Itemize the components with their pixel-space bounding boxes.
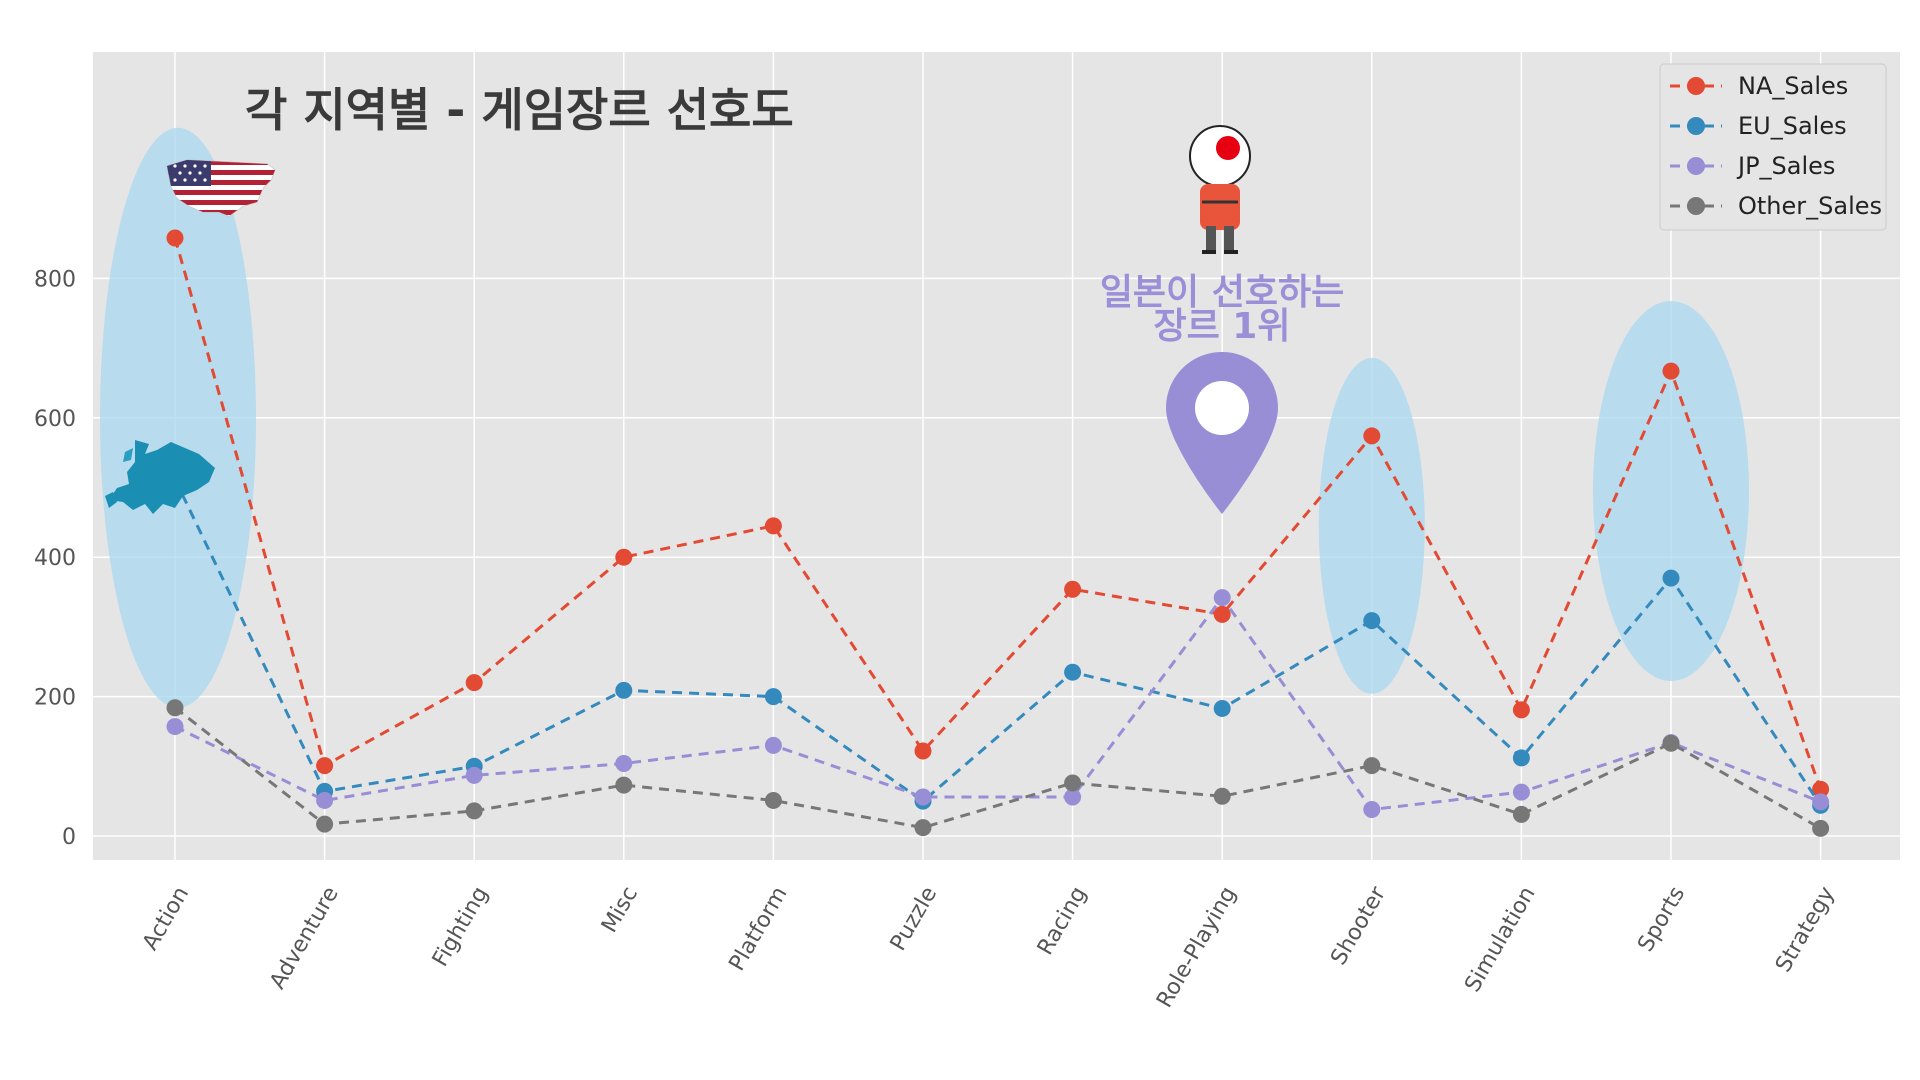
data-point — [1064, 788, 1082, 806]
data-point — [615, 755, 633, 773]
data-point — [465, 674, 483, 692]
data-point — [166, 699, 184, 717]
legend-label: Other_Sales — [1738, 192, 1882, 220]
data-point — [465, 802, 483, 820]
legend-marker — [1687, 197, 1705, 215]
data-point — [1363, 801, 1381, 819]
x-tick-label: Adventure — [265, 883, 344, 994]
data-point — [764, 791, 782, 809]
series-line — [174, 706, 1822, 830]
data-point — [914, 742, 932, 760]
x-tick-label: Puzzle — [886, 883, 942, 956]
legend-item: NA_Sales — [1670, 72, 1848, 100]
legend-item: EU_Sales — [1670, 112, 1847, 140]
data-point — [1512, 783, 1530, 801]
data-point — [1662, 734, 1680, 752]
series-line — [173, 478, 1822, 807]
data-point — [1662, 569, 1680, 587]
y-tick-label: 0 — [62, 825, 76, 850]
annotation-line1: 일본이 선호하는 — [1100, 272, 1344, 313]
x-tick-label: Shooter — [1326, 882, 1391, 970]
x-tick-label: Role-Playing — [1152, 883, 1241, 1013]
japan-character-icon — [1189, 125, 1251, 254]
x-tick-label: Strategy — [1771, 883, 1840, 977]
x-tick-label: Action — [138, 883, 194, 955]
data-point — [1363, 427, 1381, 445]
data-point — [1812, 819, 1830, 837]
highlights — [100, 127, 1749, 708]
data-point — [166, 229, 184, 247]
data-point — [1512, 805, 1530, 823]
legend-marker — [1687, 77, 1705, 95]
data-point — [166, 718, 184, 736]
data-point — [1512, 749, 1530, 767]
data-point — [316, 791, 334, 809]
x-tick-label: Racing — [1033, 883, 1092, 960]
x-tick-label: Fighting — [428, 883, 494, 971]
usa-flag-map-icon — [166, 159, 276, 217]
data-point — [1662, 362, 1680, 380]
map-pin-icon — [1166, 352, 1278, 514]
data-point — [764, 688, 782, 706]
legend-label: NA_Sales — [1738, 72, 1848, 100]
data-point — [1064, 663, 1082, 681]
data-point — [1812, 780, 1830, 798]
y-tick-label: 400 — [34, 546, 76, 571]
legend-marker — [1687, 117, 1705, 135]
data-point — [1363, 757, 1381, 775]
x-tick-label: Misc — [597, 883, 643, 938]
y-axis: 0 200 400 600 800 — [34, 267, 76, 850]
x-tick-label: Platform — [725, 883, 793, 976]
data-point — [764, 517, 782, 535]
series-line — [173, 237, 1823, 790]
data-point — [1213, 605, 1231, 623]
europe-map-icon — [105, 440, 215, 514]
data-point — [615, 548, 633, 566]
y-tick-label: 600 — [34, 407, 76, 432]
data-point — [914, 788, 932, 806]
data-point — [615, 776, 633, 794]
series-line — [174, 595, 1822, 812]
data-point — [316, 757, 334, 775]
x-tick-label: Simulation — [1460, 883, 1540, 997]
data-point — [1213, 787, 1231, 805]
highlight-ellipse — [1318, 357, 1425, 694]
series-Other_Sales — [166, 699, 1830, 837]
y-tick-label: 800 — [34, 267, 76, 292]
data-point — [1213, 589, 1231, 607]
legend-label: JP_Sales — [1736, 152, 1835, 180]
series-NA_Sales — [166, 229, 1830, 798]
data-point — [316, 815, 334, 833]
data-point — [465, 766, 483, 784]
highlight-ellipse — [100, 127, 256, 708]
data-point — [1064, 774, 1082, 792]
legend: NA_Sales EU_Sales JP_Sales Other_Sales — [1659, 63, 1887, 231]
legend-label: EU_Sales — [1738, 112, 1847, 140]
legend-frame — [1659, 63, 1887, 231]
data-point — [1213, 699, 1231, 717]
data-point — [764, 736, 782, 754]
data-point — [615, 681, 633, 699]
legend-item: Other_Sales — [1670, 192, 1882, 220]
legend-item: JP_Sales — [1670, 152, 1835, 180]
data-point — [1512, 701, 1530, 719]
chart-title: 각 지역별 - 게임장르 선호도 — [245, 83, 794, 137]
data-point — [914, 819, 932, 837]
data-point — [1064, 580, 1082, 598]
highlight-ellipse — [1593, 300, 1749, 681]
data-point — [1812, 793, 1830, 811]
legend-marker — [1687, 157, 1705, 175]
series-group — [166, 229, 1830, 837]
data-point — [1363, 612, 1381, 630]
x-tick-label: Sports — [1633, 883, 1690, 957]
x-axis: Action Adventure Fighting Misc Platform Puzzl… — [138, 882, 1840, 1012]
annotation-line2: 장르 1위 — [1154, 306, 1291, 347]
y-tick-label: 200 — [34, 686, 76, 711]
grid — [93, 52, 1900, 860]
